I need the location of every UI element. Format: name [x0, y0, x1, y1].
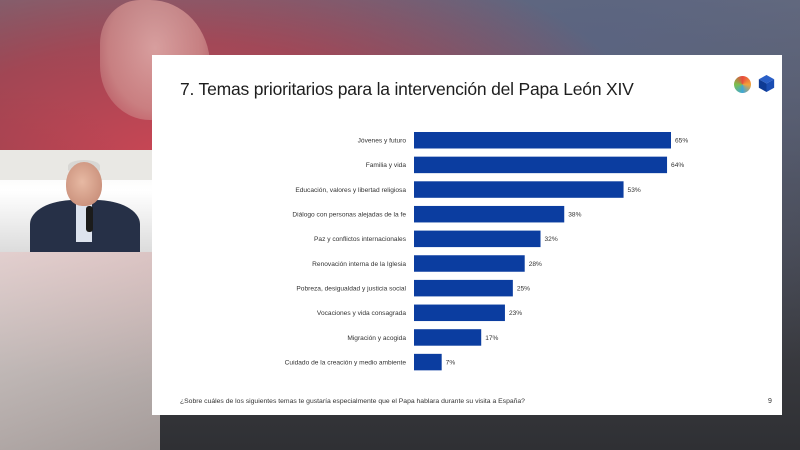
value-labels: 65% 64% 53% 38% 32% 28% 25% 23% 17% 7% [446, 138, 689, 367]
value-label: 65% [675, 138, 688, 145]
speaker-video-feed [0, 150, 152, 252]
value-label: 25% [517, 285, 530, 292]
value-label: 28% [529, 261, 542, 268]
question-footnote: ¿Sobre cuáles de los siguientes temas te… [180, 398, 525, 405]
bar [414, 230, 541, 248]
cube-logo-icon [758, 75, 775, 92]
value-label: 64% [671, 162, 684, 169]
category-label: Renovación interna de la Iglesia [312, 261, 406, 268]
microphone [86, 206, 93, 232]
background-figure-image [0, 250, 160, 450]
speaker-head [66, 162, 102, 206]
bar [414, 329, 482, 346]
category-label: Jóvenes y futuro [358, 138, 407, 145]
category-label: Vocaciones y vida consagrada [317, 310, 406, 317]
value-label: 53% [628, 187, 641, 194]
bar-chart: Jóvenes y futuro Familia y vida Educación,… [285, 132, 689, 371]
category-label: Migración y acogida [347, 335, 406, 342]
category-label: Diálogo con personas alejadas de la fe [292, 212, 406, 219]
value-label: 32% [545, 236, 558, 243]
colorful-circle-logo-icon [734, 76, 751, 93]
bar [414, 181, 624, 198]
bar [414, 156, 668, 174]
category-label: Educación, valores y libertad religiosa [295, 187, 406, 194]
page-number: 9 [768, 398, 772, 405]
presentation-slide: 7. Temas prioritarios para la intervenci… [152, 55, 782, 415]
slide-title: 7. Temas prioritarios para la intervenci… [180, 79, 634, 99]
category-label: Familia y vida [366, 162, 407, 169]
category-label: Pobreza, desigualdad y justicia social [296, 285, 406, 292]
category-labels: Jóvenes y futuro Familia y vida Educación,… [285, 138, 407, 367]
bar [414, 353, 442, 371]
bar [414, 304, 505, 322]
value-label: 7% [446, 359, 456, 366]
value-label: 38% [568, 212, 581, 219]
category-label: Cuidado de la creación y medio ambiente [285, 359, 407, 366]
value-label: 23% [509, 310, 522, 317]
bar [414, 205, 565, 223]
value-label: 17% [485, 335, 498, 342]
bar [414, 279, 513, 297]
bar [414, 132, 671, 149]
bar [414, 255, 525, 272]
bars [414, 132, 671, 371]
category-label: Paz y conflictos internacionales [314, 236, 407, 243]
